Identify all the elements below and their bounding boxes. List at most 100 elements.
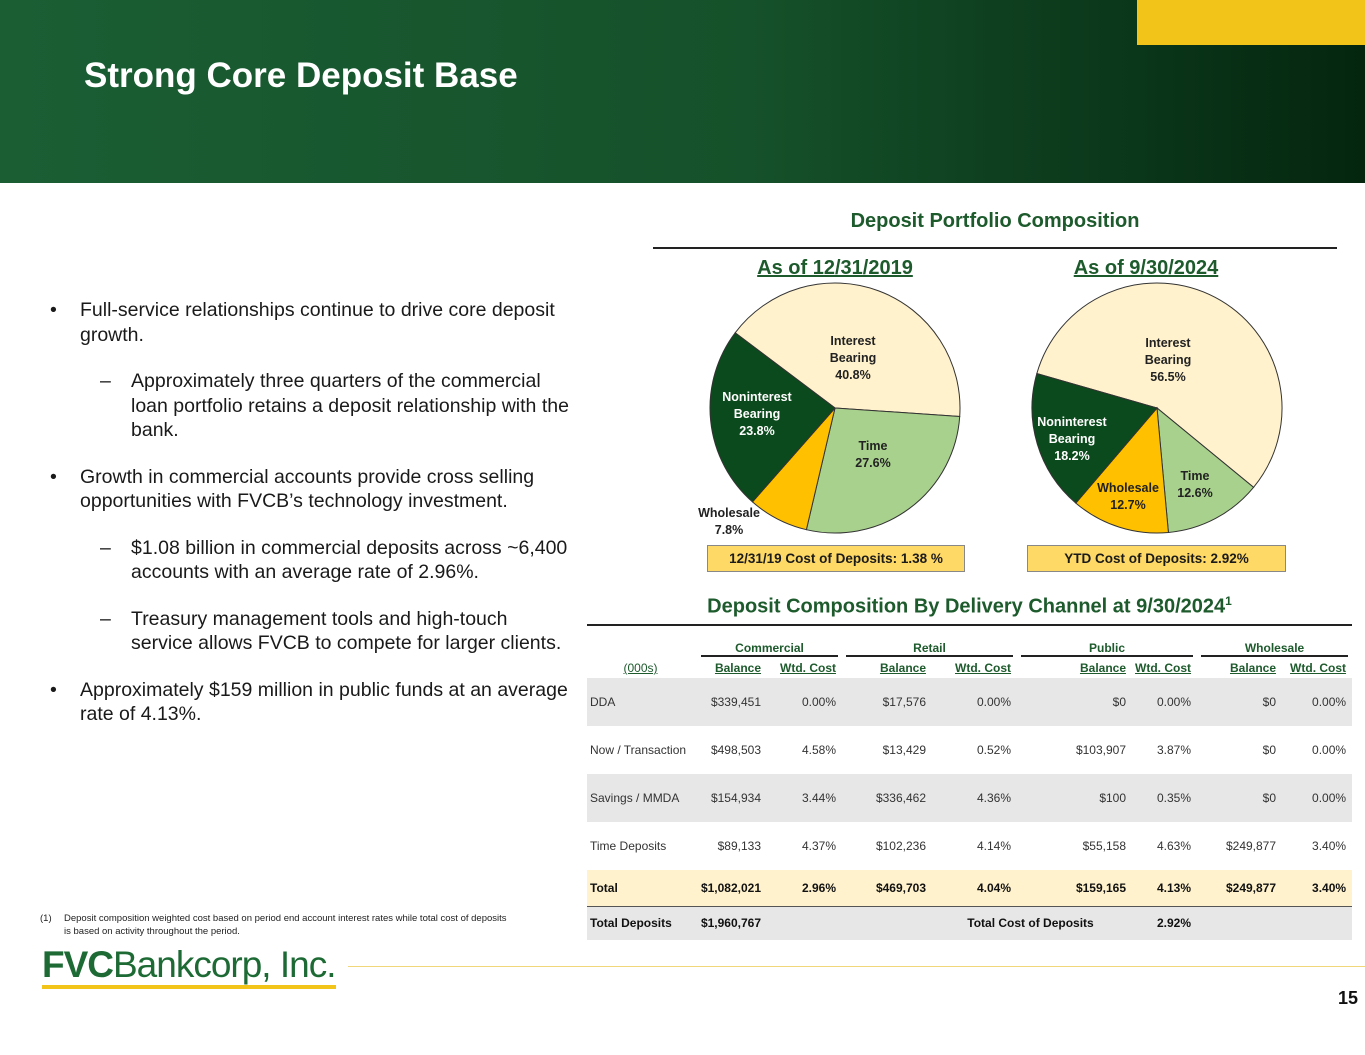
footnote-marker: (1) [40, 913, 52, 924]
pie-title: As of 9/30/2024 [1073, 257, 1219, 279]
group-row: Commercial Retail Public Wholesale [587, 640, 1352, 658]
pie-slice [805, 407, 961, 534]
table-cell: $89,133 [717, 839, 761, 853]
table-cell: $13,429 [882, 743, 927, 757]
spacer [587, 640, 697, 658]
group-cell: Commercial [697, 640, 842, 658]
footnote-ref: 1 [1225, 594, 1232, 608]
slice-category: Wholesale [1097, 481, 1159, 495]
table-cell: $249,877 [1225, 880, 1277, 895]
slide-title: Strong Core Deposit Base [84, 56, 518, 95]
table-cell: $55,158 [1082, 839, 1127, 853]
table-cell [1197, 906, 1352, 940]
cost-box: 12/31/19 Cost of Deposits: 1.38 % [707, 545, 965, 572]
table-cell: 0.35% [1157, 791, 1192, 805]
table-cell: 0.52% [976, 743, 1012, 757]
table-cell: $103,907 [1075, 743, 1127, 757]
table-cell: 0.00% [1157, 695, 1192, 709]
slice-value: 56.5% [1150, 369, 1186, 384]
table-cell: 0.00% [1312, 743, 1347, 757]
group-header: Commercial [701, 641, 839, 657]
group-header: Wholesale [1201, 641, 1349, 657]
group-cell: Wholesale [1197, 640, 1352, 658]
table-cell: 4.14% [976, 839, 1012, 853]
slice-category: Wholesale [698, 506, 760, 520]
bullet: Approximately three quarters of the comm… [48, 369, 573, 443]
column-header: Wtd. Cost [780, 661, 837, 675]
table-cell: 0.00% [1312, 695, 1347, 709]
table-cell: $154,934 [710, 791, 761, 805]
pie-title: As of 12/31/2019 [757, 257, 913, 279]
total-row: Total $1,082,021 2.96% $469,703 4.04% $159,16… [587, 870, 1353, 906]
table-cell: $159,165 [1075, 880, 1127, 895]
rule [587, 624, 1352, 626]
column-header: Wtd. Cost [1290, 661, 1347, 675]
table-row: Savings / MMDA $154,934 3.44% $336,462 4.36%… [587, 774, 1353, 822]
column-header: Balance [1079, 661, 1127, 675]
slice-value: 40.8% [835, 367, 871, 382]
group-header: Public [1021, 641, 1194, 657]
table-cell: 4.36% [976, 791, 1012, 805]
table-cell: 3.44% [801, 791, 837, 805]
table-cell: 4.63% [1157, 839, 1192, 853]
logo: FVCBankcorp, Inc. [42, 944, 337, 989]
table-cell: 3.40% [1312, 880, 1347, 895]
footnote-text: Deposit composition weighted cost based … [64, 913, 507, 937]
slice-value: 7.8% [714, 523, 744, 537]
bullet: $1.08 billion in commercial deposits acr… [48, 536, 573, 585]
table-cell: $100 [1099, 791, 1127, 805]
pie-slice [1156, 406, 1255, 534]
table-cell: Total Deposits [590, 916, 672, 931]
table-cell: Time Deposits [590, 839, 667, 853]
table-cell: $1,960,767 [700, 916, 761, 931]
slice-value: 18.2% [1054, 448, 1090, 463]
slice-label: Wholesale 12.7% [1088, 480, 1168, 514]
pie-slice [734, 282, 961, 417]
column-header: Wtd. Cost [1135, 661, 1192, 675]
table-row: Now / Transaction $498,503 4.58% $13,429 0.5… [587, 726, 1353, 774]
table-cell: Savings / MMDA [590, 791, 680, 805]
table-cell [767, 906, 932, 940]
column-header: Balance [879, 661, 927, 675]
table-cell: 3.40% [1312, 839, 1347, 853]
slice-value: 12.7% [1110, 498, 1146, 512]
table-cell: $17,576 [882, 695, 927, 709]
table-cell: $0 [1262, 695, 1277, 709]
table-cell: 4.13% [1157, 880, 1192, 895]
pie-slice [1031, 372, 1158, 504]
footnote: (1) Deposit composition weighted cost ba… [40, 912, 510, 938]
column-header: (000s) [623, 661, 658, 675]
table-cell: 0.00% [1312, 791, 1347, 805]
table-cell: Now / Transaction [590, 743, 687, 757]
column-header: Wtd. Cost [955, 661, 1012, 675]
table-cell: 3.87% [1157, 743, 1192, 757]
deposit-table: Commercial Retail Public Wholesale (000s) Bal… [587, 640, 1353, 940]
total-deposits-row: Total Deposits $1,960,767 Total Cost of De… [587, 906, 1353, 940]
subheader-row: (000s) Balance Wtd. Cost Balance Wtd. Cost Ba… [587, 658, 1352, 678]
logo-bold: FVC [42, 944, 114, 985]
slice-value: 12.6% [1177, 486, 1213, 500]
page-number: 15 [1337, 988, 1358, 1008]
pie-slice [709, 332, 836, 503]
table-cell: 2.96% [801, 880, 837, 895]
slice-label: Interest Bearing 40.8% [813, 333, 893, 384]
table-cell: 2.92% [1157, 916, 1192, 931]
table-cell: Total Cost of Deposits [967, 916, 1094, 931]
table-row: DDA $339,451 0.00% $17,576 0.00% $0 0.00% $0 0.0… [587, 678, 1353, 726]
slice-label: Noninterest Bearing 23.8% [707, 389, 807, 440]
table-cell: $336,462 [875, 791, 927, 805]
slice-label: Noninterest Bearing 18.2% [1022, 414, 1122, 465]
slice-category: Time [1180, 469, 1210, 483]
bullet: Approximately $159 million in public fun… [48, 678, 573, 727]
table-cell: $249,877 [1225, 839, 1277, 853]
table-cell: $0 [1262, 791, 1277, 805]
table-cell: $102,236 [875, 839, 927, 853]
table-cell: 4.04% [976, 880, 1012, 895]
table-cell: 0.00% [976, 695, 1012, 709]
pie-slice [1036, 282, 1283, 489]
column-header: Balance [714, 661, 761, 675]
slice-label: Time 12.6% [1155, 468, 1235, 502]
slice-category: Noninterest Bearing [722, 389, 792, 421]
bullet-list: Full-service relationships continue to d… [48, 298, 573, 749]
